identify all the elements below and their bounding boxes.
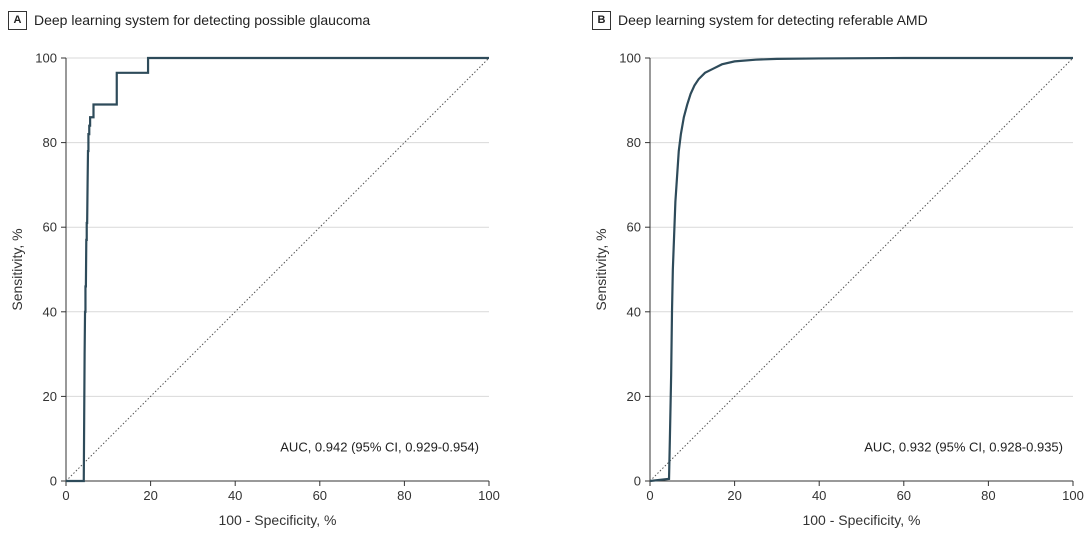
chart-a-x-tick-label-100: 100 <box>478 488 500 503</box>
chart-b-x-tick-label-20: 20 <box>727 488 741 503</box>
chart-b-y-tick-label-80: 80 <box>627 135 641 150</box>
chart-a-x-tick-label-20: 20 <box>143 488 157 503</box>
chart-a-y-axis-label: Sensitivity, % <box>9 228 25 310</box>
panel-a-title: Deep learning system for detecting possi… <box>34 12 371 28</box>
panel-b-header: B Deep learning system for detecting ref… <box>592 9 928 31</box>
chart-b-reference-line <box>649 57 1074 482</box>
panel-b-title: Deep learning system for detecting refer… <box>618 12 928 28</box>
chart-b-x-tick-label-40: 40 <box>812 488 826 503</box>
panel-letter-a: A <box>8 10 27 30</box>
chart-a-y-tick-label-0: 0 <box>50 474 57 489</box>
chart-a-y-tick-label-80: 80 <box>43 135 57 150</box>
chart-b-x-tick-label-60: 60 <box>897 488 911 503</box>
chart-a-auc-annotation: AUC, 0.942 (95% CI, 0.929-0.954) <box>280 439 479 454</box>
chart-b-x-axis-label: 100 - Specificity, % <box>802 512 920 528</box>
panel-a: A Deep learning system for detecting pos… <box>8 9 500 529</box>
chart-a-reference-line <box>65 57 490 482</box>
chart-b-y-tick-label-20: 20 <box>627 389 641 404</box>
chart-a-y-tick-label-100: 100 <box>35 51 57 66</box>
chart-b-auc-annotation: AUC, 0.932 (95% CI, 0.928-0.935) <box>864 439 1063 454</box>
chart-b-y-tick-label-40: 40 <box>627 304 641 319</box>
chart-b-y-tick-label-100: 100 <box>619 51 641 66</box>
chart-b-x-tick-label-0: 0 <box>646 488 653 503</box>
chart-b-roc-curve <box>649 56 1073 483</box>
chart-a-x-tick-label-80: 80 <box>397 488 411 503</box>
chart-a-x-tick-label-40: 40 <box>228 488 242 503</box>
chart-b-y-tick-label-60: 60 <box>627 220 641 235</box>
roc-chart-a: 0 20 40 60 80 100 0 20 40 60 80 100 100 - Specificit… <box>9 51 500 529</box>
chart-b-x-tick-label-100: 100 <box>1062 488 1084 503</box>
chart-a-x-tick-label-60: 60 <box>313 488 327 503</box>
chart-a-roc-curve <box>66 56 489 483</box>
roc-chart-b: 0 20 40 60 80 100 0 20 40 60 80 100 100 - Specificit… <box>593 51 1084 529</box>
chart-a-x-tick-label-0: 0 <box>62 488 69 503</box>
chart-a-y-tick-label-60: 60 <box>43 220 57 235</box>
chart-a-y-tick-label-20: 20 <box>43 389 57 404</box>
chart-b-y-axis-label: Sensitivity, % <box>593 228 609 310</box>
panel-a-header: A Deep learning system for detecting pos… <box>8 9 370 31</box>
chart-b-y-tick-label-0: 0 <box>634 474 641 489</box>
chart-a-y-tick-label-40: 40 <box>43 304 57 319</box>
panel-letter-b: B <box>592 10 611 30</box>
chart-a-x-axis-label: 100 - Specificity, % <box>218 512 336 528</box>
chart-b-x-tick-label-80: 80 <box>981 488 995 503</box>
panel-b: B Deep learning system for detecting ref… <box>543 0 1086 533</box>
